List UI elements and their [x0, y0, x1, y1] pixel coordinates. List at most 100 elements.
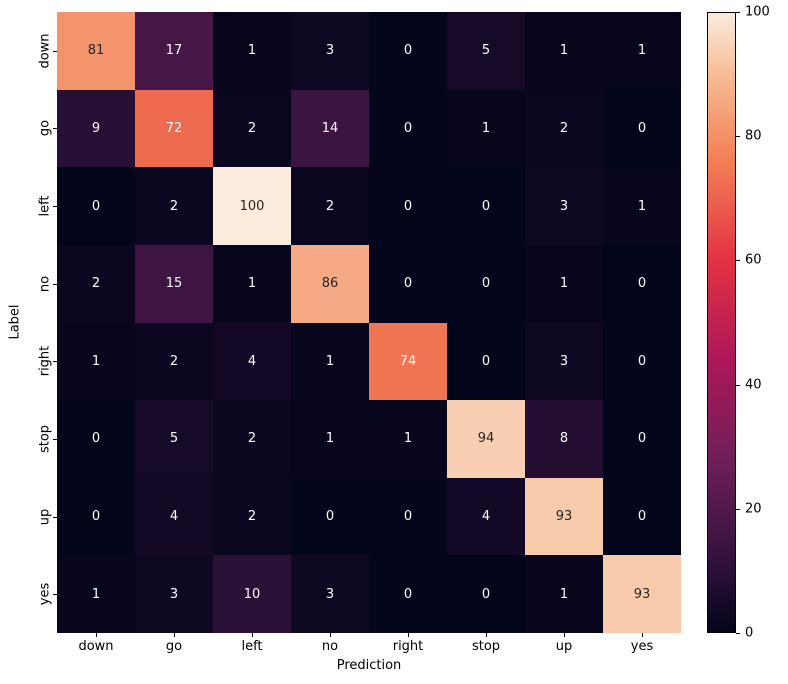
cell-value: 0 — [403, 43, 413, 59]
cell-value: 86 — [321, 276, 339, 292]
colorbar-tick-label: 20 — [745, 501, 762, 517]
colorbar-tick-label: 40 — [745, 377, 762, 393]
heatmap-cell: 0 — [369, 89, 447, 168]
cell-value: 0 — [91, 198, 101, 214]
cell-value: 0 — [481, 353, 491, 369]
colorbar-tick-mark — [736, 384, 740, 386]
cell-value: 0 — [637, 353, 647, 369]
heatmap-cell: 3 — [135, 555, 213, 633]
colorbar-tick-label: 60 — [745, 252, 762, 268]
x-tick-mark — [96, 633, 97, 637]
heatmap-cell: 4 — [213, 322, 291, 401]
heatmap-cell: 2 — [135, 167, 213, 245]
y-tick-mark — [53, 438, 57, 440]
cell-value: 2 — [559, 120, 569, 136]
heatmap-cell: 1 — [603, 167, 681, 245]
heatmap-cell: 0 — [369, 167, 447, 245]
cell-value: 3 — [325, 43, 335, 59]
cell-value: 74 — [399, 353, 417, 369]
heatmap-cell: 1 — [291, 400, 369, 478]
cell-value: 2 — [91, 276, 101, 292]
cell-value: 1 — [247, 43, 257, 59]
y-tick-label: up — [37, 508, 53, 525]
cell-value: 0 — [403, 276, 413, 292]
cell-value: 72 — [165, 120, 183, 136]
heatmap-cell: 3 — [291, 12, 369, 90]
colorbar-tick-label: 100 — [745, 4, 770, 20]
heatmap-cell: 93 — [525, 477, 603, 556]
y-tick-mark — [53, 206, 57, 208]
cell-value: 3 — [325, 586, 335, 602]
cell-value: 0 — [481, 586, 491, 602]
cell-value: 1 — [247, 276, 257, 292]
heatmap-cell: 15 — [135, 244, 213, 323]
cell-value: 1 — [637, 43, 647, 59]
x-tick-label: yes — [630, 639, 654, 654]
cell-value: 14 — [321, 120, 339, 136]
heatmap-cell: 72 — [135, 89, 213, 168]
heatmap-cell: 17 — [135, 12, 213, 90]
heatmap-grid: 81 17 1 3 0 5 1 1 9 72 2 14 0 1 2 0 0 2 100 2 0 0 3 1 2 15 1 86 0 0 1 0… — [57, 12, 681, 633]
cell-value: 9 — [91, 120, 101, 136]
heatmap-cell: 1 — [57, 555, 135, 633]
heatmap-cell: 3 — [525, 322, 603, 401]
heatmap-cell: 74 — [369, 322, 447, 401]
y-tick-label: stop — [37, 424, 53, 453]
heatmap-cell: 10 — [213, 555, 291, 633]
heatmap-cell: 2 — [525, 89, 603, 168]
x-tick-mark — [486, 633, 487, 637]
cell-value: 2 — [169, 198, 179, 214]
cell-value: 1 — [559, 276, 569, 292]
y-tick-mark — [53, 50, 57, 52]
cell-value: 100 — [239, 198, 265, 214]
y-tick-label: left — [37, 195, 53, 217]
cell-value: 94 — [477, 431, 495, 447]
x-tick-mark — [252, 633, 253, 637]
heatmap-cell: 1 — [525, 244, 603, 323]
colorbar-tick-mark — [736, 136, 740, 138]
x-tick-label: no — [321, 639, 339, 654]
heatmap-cell: 0 — [603, 322, 681, 401]
x-tick-label: go — [165, 639, 183, 654]
heatmap-cell: 0 — [603, 89, 681, 168]
cell-value: 5 — [481, 43, 491, 59]
heatmap-cell: 0 — [291, 477, 369, 556]
cell-value: 0 — [637, 276, 647, 292]
heatmap-cell: 0 — [369, 477, 447, 556]
cell-value: 2 — [169, 353, 179, 369]
cell-value: 0 — [325, 509, 335, 525]
heatmap-cell: 94 — [447, 400, 525, 478]
heatmap-cell: 1 — [369, 400, 447, 478]
cell-value: 3 — [169, 586, 179, 602]
heatmap-cell: 0 — [603, 477, 681, 556]
cell-value: 3 — [559, 198, 569, 214]
cell-value: 1 — [559, 586, 569, 602]
cell-value: 2 — [325, 198, 335, 214]
x-tick-mark — [330, 633, 331, 637]
colorbar-tick-mark — [736, 260, 740, 262]
heatmap-cell: 0 — [369, 244, 447, 323]
cell-value: 0 — [403, 509, 413, 525]
x-tick-mark — [174, 633, 175, 637]
heatmap-cell: 0 — [603, 400, 681, 478]
cell-value: 93 — [555, 509, 573, 525]
x-tick-label: left — [241, 639, 263, 654]
cell-value: 0 — [403, 586, 413, 602]
cell-value: 0 — [481, 198, 491, 214]
y-tick-mark — [53, 283, 57, 285]
y-tick-label: go — [37, 120, 53, 137]
colorbar-tick-mark — [736, 508, 740, 510]
heatmap-cell: 5 — [447, 12, 525, 90]
colorbar-tick-label: 0 — [745, 625, 754, 641]
cell-value: 1 — [325, 353, 335, 369]
colorbar — [707, 12, 736, 633]
heatmap-cell: 3 — [291, 555, 369, 633]
heatmap-cell: 2 — [135, 322, 213, 401]
cell-value: 10 — [243, 586, 261, 602]
heatmap-cell: 86 — [291, 244, 369, 323]
cell-value: 93 — [633, 586, 651, 602]
heatmap-cell: 1 — [447, 89, 525, 168]
colorbar-tick-mark — [736, 633, 740, 634]
heatmap-cell: 0 — [57, 167, 135, 245]
